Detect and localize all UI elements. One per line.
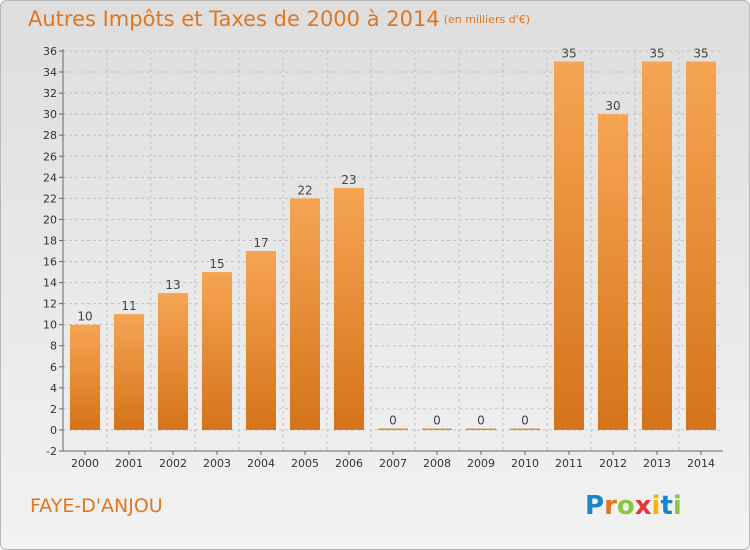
- x-tick-label-2012: 2012: [599, 457, 627, 470]
- y-tick-label: 16: [43, 256, 57, 269]
- x-tick-label-2010: 2010: [511, 457, 539, 470]
- value-label-2001: 11: [121, 299, 136, 313]
- logo-letter: P: [585, 491, 605, 521]
- logo-letter: i: [651, 491, 661, 521]
- logo-letter: r: [604, 491, 617, 521]
- value-label-2011: 35: [561, 47, 576, 61]
- value-label-2000: 10: [77, 310, 92, 324]
- value-label-2013: 35: [649, 47, 664, 61]
- x-tick-label-2000: 2000: [71, 457, 99, 470]
- x-tick-label-2004: 2004: [247, 457, 275, 470]
- value-label-2009: 0: [477, 413, 485, 427]
- y-tick-label: 36: [43, 45, 57, 58]
- bar-2014: [686, 61, 716, 430]
- logo-letter: x: [634, 491, 652, 521]
- chart-title: Autres Impôts et Taxes de 2000 à 2014 (en…: [28, 7, 530, 31]
- y-tick-label: 4: [50, 382, 57, 395]
- bar-2010: [510, 428, 540, 430]
- x-tick-label-2014: 2014: [687, 457, 715, 470]
- y-tick-label: 12: [43, 298, 57, 311]
- bar-2002: [158, 293, 188, 430]
- y-tick-label: 22: [43, 192, 57, 205]
- x-tick-label-2001: 2001: [115, 457, 143, 470]
- bar-2006: [334, 187, 364, 430]
- value-label-2006: 23: [341, 173, 356, 187]
- y-tick-label: 26: [43, 150, 57, 163]
- logo-letter: i: [672, 491, 682, 521]
- y-tick-label: 14: [43, 277, 57, 290]
- value-label-2003: 15: [209, 257, 224, 271]
- bar-2005: [290, 198, 320, 430]
- bar-2009: [466, 428, 496, 430]
- value-label-2004: 17: [253, 236, 268, 250]
- x-tick-label-2005: 2005: [291, 457, 319, 470]
- bar-2001: [114, 314, 144, 430]
- y-tick-label: 32: [43, 87, 57, 100]
- y-tick-label: 6: [50, 361, 57, 374]
- proxiti-logo: Proxiti: [585, 491, 682, 521]
- bar-2007: [378, 428, 408, 430]
- y-tick-label: 0: [50, 424, 57, 437]
- value-label-2008: 0: [433, 413, 441, 427]
- x-tick-label-2007: 2007: [379, 457, 407, 470]
- chart-subtitle: (en milliers d'€): [443, 13, 530, 26]
- bar-2008: [422, 428, 452, 430]
- bar-2011: [554, 61, 584, 430]
- y-tick-label: 20: [43, 213, 57, 226]
- value-label-2014: 35: [693, 47, 708, 61]
- bar-2000: [70, 324, 100, 430]
- location-label: FAYE-D'ANJOU: [30, 495, 163, 517]
- logo-letter: t: [660, 491, 673, 521]
- y-tick-label: 30: [43, 108, 57, 121]
- y-tick-label: 10: [43, 319, 57, 332]
- x-tick-label-2013: 2013: [643, 457, 671, 470]
- value-label-2002: 13: [165, 278, 180, 292]
- y-tick-label: 2: [50, 403, 57, 416]
- y-tick-label: 18: [43, 234, 57, 247]
- x-tick-label-2002: 2002: [159, 457, 187, 470]
- value-label-2010: 0: [521, 413, 529, 427]
- y-tick-label: 34: [43, 66, 57, 79]
- bar-2013: [642, 61, 672, 430]
- y-tick-label: 28: [43, 129, 57, 142]
- bar-2012: [598, 114, 628, 430]
- bar-2003: [202, 272, 232, 430]
- x-tick-label-2011: 2011: [555, 457, 583, 470]
- x-tick-label-2008: 2008: [423, 457, 451, 470]
- x-tick-label-2003: 2003: [203, 457, 231, 470]
- y-tick-label: 24: [43, 171, 57, 184]
- bars: 10 11 13 15 17 22 23 0 0 0 0 35 30 35 35: [70, 47, 716, 430]
- value-label-2005: 22: [297, 183, 312, 197]
- y-tick-label: 8: [50, 340, 57, 353]
- y-tick-label: -2: [46, 445, 57, 458]
- bar-2004: [246, 251, 276, 430]
- logo-letter: o: [616, 491, 635, 521]
- x-tick-label-2009: 2009: [467, 457, 495, 470]
- x-tick-label-2006: 2006: [335, 457, 363, 470]
- value-label-2012: 30: [605, 99, 620, 113]
- title-text: Autres Impôts et Taxes de 2000 à 2014: [28, 7, 440, 31]
- value-label-2007: 0: [389, 413, 397, 427]
